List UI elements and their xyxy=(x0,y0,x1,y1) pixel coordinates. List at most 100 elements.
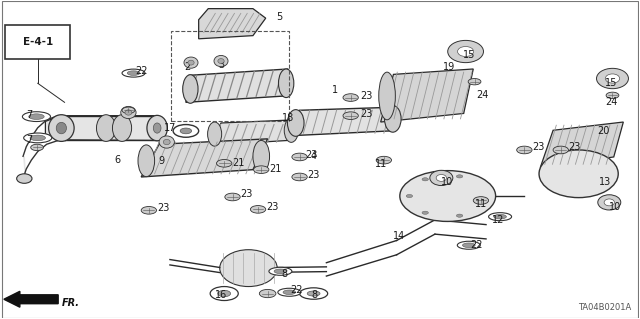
Text: 24: 24 xyxy=(605,97,617,107)
Text: 8: 8 xyxy=(312,290,318,300)
Ellipse shape xyxy=(218,59,224,63)
Ellipse shape xyxy=(125,110,132,115)
Text: 3: 3 xyxy=(218,60,224,70)
Ellipse shape xyxy=(56,122,67,134)
Ellipse shape xyxy=(292,173,307,181)
Text: 11: 11 xyxy=(375,159,387,169)
Polygon shape xyxy=(141,139,268,177)
Ellipse shape xyxy=(284,118,298,142)
Ellipse shape xyxy=(138,145,155,177)
Ellipse shape xyxy=(488,213,511,221)
Ellipse shape xyxy=(121,107,136,119)
Ellipse shape xyxy=(180,128,191,134)
Ellipse shape xyxy=(173,124,198,137)
Text: 19: 19 xyxy=(443,62,455,72)
Text: E-4-1: E-4-1 xyxy=(22,37,53,47)
Polygon shape xyxy=(381,69,473,122)
Text: 23: 23 xyxy=(568,142,580,152)
Ellipse shape xyxy=(113,115,132,141)
Ellipse shape xyxy=(220,250,277,286)
Text: 23: 23 xyxy=(307,170,319,180)
Ellipse shape xyxy=(436,174,447,182)
Text: 22: 22 xyxy=(290,285,303,295)
Ellipse shape xyxy=(456,214,463,217)
Ellipse shape xyxy=(97,115,116,141)
Ellipse shape xyxy=(274,269,287,274)
Text: 8: 8 xyxy=(282,270,288,279)
Ellipse shape xyxy=(163,139,170,145)
Text: 23: 23 xyxy=(157,203,170,213)
Polygon shape xyxy=(540,122,623,167)
Text: 20: 20 xyxy=(597,126,609,136)
Text: 21: 21 xyxy=(269,164,282,174)
Ellipse shape xyxy=(473,197,488,204)
Ellipse shape xyxy=(468,78,481,85)
Ellipse shape xyxy=(31,144,44,151)
Ellipse shape xyxy=(250,205,266,213)
Ellipse shape xyxy=(553,146,568,154)
Ellipse shape xyxy=(300,288,328,299)
Polygon shape xyxy=(186,69,288,102)
Text: 13: 13 xyxy=(599,177,611,187)
Polygon shape xyxy=(45,116,164,140)
Text: 10: 10 xyxy=(441,177,453,187)
Ellipse shape xyxy=(278,69,294,98)
Ellipse shape xyxy=(184,57,198,68)
Ellipse shape xyxy=(458,47,474,56)
Polygon shape xyxy=(210,120,296,145)
Text: 15: 15 xyxy=(463,50,476,60)
Ellipse shape xyxy=(207,122,221,146)
Ellipse shape xyxy=(448,41,483,63)
Ellipse shape xyxy=(422,178,428,181)
Text: 23: 23 xyxy=(240,189,253,199)
Ellipse shape xyxy=(539,150,618,197)
Ellipse shape xyxy=(400,171,495,221)
Ellipse shape xyxy=(269,267,292,275)
Text: 17: 17 xyxy=(164,123,177,133)
Text: 23: 23 xyxy=(532,142,545,152)
Text: FR.: FR. xyxy=(61,298,79,308)
Ellipse shape xyxy=(494,214,506,219)
Ellipse shape xyxy=(122,69,145,77)
Text: 23: 23 xyxy=(305,150,317,160)
FancyBboxPatch shape xyxy=(5,25,70,59)
Ellipse shape xyxy=(218,290,230,297)
Ellipse shape xyxy=(210,286,238,300)
Text: 22: 22 xyxy=(470,240,483,250)
Ellipse shape xyxy=(598,195,621,210)
FancyArrow shape xyxy=(4,291,58,307)
Ellipse shape xyxy=(406,195,413,197)
Ellipse shape xyxy=(343,94,358,101)
Ellipse shape xyxy=(17,174,32,183)
Ellipse shape xyxy=(596,68,628,89)
Ellipse shape xyxy=(604,199,614,206)
Ellipse shape xyxy=(456,175,463,178)
Ellipse shape xyxy=(154,123,161,133)
Text: 1: 1 xyxy=(332,85,338,95)
Ellipse shape xyxy=(259,289,276,298)
Ellipse shape xyxy=(24,133,52,143)
Text: 7: 7 xyxy=(26,135,33,145)
Text: 23: 23 xyxy=(360,91,372,101)
Text: 7: 7 xyxy=(26,110,33,120)
Text: 2: 2 xyxy=(184,62,191,72)
Text: 21: 21 xyxy=(232,158,245,168)
Ellipse shape xyxy=(216,160,232,167)
Ellipse shape xyxy=(49,115,74,141)
Ellipse shape xyxy=(287,110,304,136)
Ellipse shape xyxy=(430,170,453,186)
Text: 10: 10 xyxy=(609,202,621,212)
Ellipse shape xyxy=(127,71,140,75)
Text: 4: 4 xyxy=(311,151,317,161)
Text: 23: 23 xyxy=(360,109,372,119)
Ellipse shape xyxy=(463,243,475,248)
Ellipse shape xyxy=(292,153,307,161)
Ellipse shape xyxy=(278,288,301,296)
Text: TA04B0201A: TA04B0201A xyxy=(579,303,632,312)
Ellipse shape xyxy=(214,56,228,67)
Text: 24: 24 xyxy=(476,90,489,100)
Ellipse shape xyxy=(516,146,532,154)
Ellipse shape xyxy=(30,135,45,141)
Ellipse shape xyxy=(605,74,620,83)
Text: 11: 11 xyxy=(474,199,487,209)
